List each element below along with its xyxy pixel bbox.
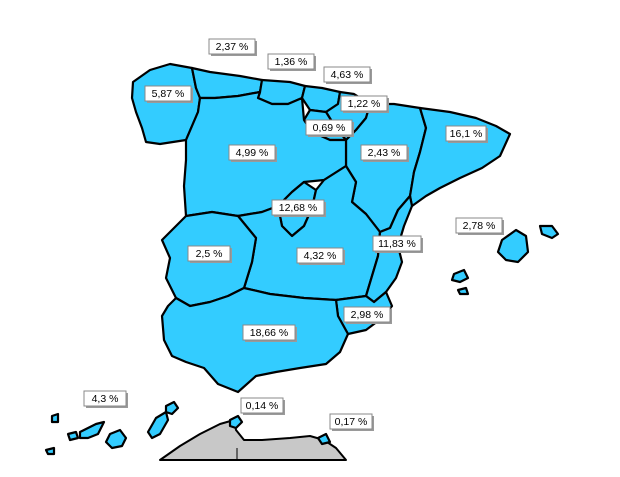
value-label-madrid: 12,68 % [271, 199, 326, 217]
value-text-cantabria: 1,36 % [275, 56, 308, 68]
value-label-aragon: 2,43 % [360, 144, 409, 162]
value-text-extremadura: 2,5 % [196, 248, 223, 260]
value-text-andalucia: 18,66 % [250, 327, 289, 339]
value-label-pais-vasco: 4,63 % [323, 66, 372, 84]
value-text-la-rioja: 0,69 % [313, 122, 346, 134]
value-text-canarias: 4,3 % [92, 393, 119, 405]
value-label-castilla-y-leon: 4,99 % [228, 144, 277, 162]
value-text-navarra: 1,22 % [348, 98, 381, 110]
north-africa-coast [159, 419, 347, 461]
value-text-ceuta: 0,14 % [246, 400, 279, 412]
value-label-andalucia: 18,66 % [242, 324, 297, 342]
value-label-valencia: 11,83 % [372, 235, 423, 253]
value-text-melilla: 0,17 % [335, 416, 368, 428]
value-text-castilla-la-mancha: 4,32 % [304, 250, 337, 262]
value-label-cataluna: 16,1 % [445, 125, 488, 143]
value-label-melilla: 0,17 % [329, 413, 374, 431]
value-text-galicia: 5,87 % [152, 88, 185, 100]
value-label-extremadura: 2,5 % [187, 245, 232, 263]
value-label-navarra: 1,22 % [340, 95, 389, 113]
region-canarias-fuerteventura[interactable] [146, 410, 170, 440]
value-label-ceuta: 0,14 % [240, 397, 285, 415]
region-baleares-formentera[interactable] [456, 286, 470, 296]
value-text-aragon: 2,43 % [368, 147, 401, 159]
value-label-murcia: 2,98 % [343, 306, 392, 324]
region-canarias-gran-canaria[interactable] [104, 428, 128, 450]
value-text-castilla-y-leon: 4,99 % [236, 147, 269, 159]
region-ceuta[interactable] [228, 414, 244, 430]
region-canarias-gomera[interactable] [66, 430, 80, 442]
value-label-asturias: 2,37 % [208, 38, 257, 56]
region-baleares-ibiza[interactable] [450, 268, 470, 284]
value-text-pais-vasco: 4,63 % [331, 69, 364, 81]
region-canarias-hierro[interactable] [44, 446, 56, 456]
value-text-asturias: 2,37 % [216, 41, 249, 53]
value-text-valencia: 11,83 % [378, 238, 416, 250]
value-text-murcia: 2,98 % [351, 309, 384, 321]
region-canarias-la-palma[interactable] [50, 412, 60, 424]
value-label-la-rioja: 0,69 % [305, 119, 354, 137]
region-baleares-mallorca[interactable] [496, 228, 530, 264]
value-text-baleares: 2,78 % [463, 220, 496, 232]
value-label-canarias: 4,3 % [83, 390, 128, 408]
value-label-baleares: 2,78 % [455, 217, 504, 235]
region-canarias-tenerife[interactable] [78, 420, 106, 440]
region-canarias-lanzarote[interactable] [164, 400, 180, 416]
region-cataluna[interactable] [408, 106, 512, 208]
value-text-cataluna: 16,1 % [450, 128, 483, 140]
value-label-castilla-la-mancha: 4,32 % [296, 247, 345, 265]
value-label-cantabria: 1,36 % [267, 53, 316, 71]
region-melilla[interactable] [316, 432, 332, 446]
region-baleares-menorca[interactable] [538, 224, 560, 240]
value-text-madrid: 12,68 % [279, 202, 318, 214]
value-label-galicia: 5,87 % [144, 85, 193, 103]
